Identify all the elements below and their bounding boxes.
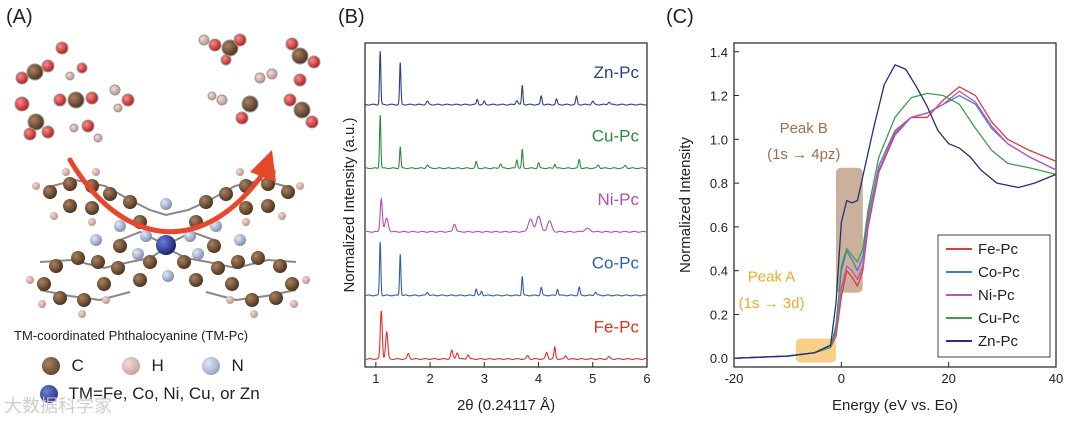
legend-label-ni-pc: Ni-Pc	[978, 287, 1015, 304]
series-line-co-pc	[364, 241, 648, 297]
nitrogen-atom-icon	[202, 357, 220, 375]
x-tick-label: -20	[725, 371, 744, 386]
series-line-zn-pc	[733, 64, 1057, 359]
tm-center-atom	[156, 235, 176, 255]
x-axis-label: 2θ (0.24117 Å)	[457, 397, 555, 414]
legend-symbol-h: H	[151, 356, 164, 375]
x-tick-label: 4	[535, 371, 542, 386]
molecule-illustration	[14, 33, 321, 318]
xanes-chart: 0.0 0.2 0.4 0.6 0.8 1.0 1.2 1.4 -20 0 20 40 Energy (…	[677, 42, 1063, 414]
y-tick-label: 0.6	[710, 220, 728, 235]
y-tick-label: 0.2	[710, 307, 728, 322]
y-axis-label: Normalized Intensity (a.u.)	[341, 117, 358, 292]
legend-item-h: H	[122, 356, 164, 376]
x-axis-label: Energy (eV vs. Eo)	[832, 397, 958, 414]
series-label-zn-pc: Zn-Pc	[594, 63, 640, 82]
legend-symbol-c: C	[71, 356, 84, 375]
tm-legend: TM=Fe, Co, Ni, Cu, or Zn	[40, 384, 260, 404]
x-tick-label: 2	[426, 371, 433, 386]
plot-frame	[364, 42, 648, 368]
molecule-caption: TM-coordinated Phthalocyanine (TM-Pc)	[14, 328, 249, 343]
y-tick-label: 1.2	[710, 89, 728, 104]
y-tick-label: 1.0	[710, 132, 728, 147]
series-label-cu-pc: Cu-Pc	[592, 126, 640, 145]
reaction-arrow-icon	[67, 150, 276, 235]
y-tick-label: 1.4	[710, 45, 728, 60]
series-line-zn-pc	[364, 51, 648, 106]
plot-frame	[733, 42, 1057, 368]
x-tick-label: 6	[643, 371, 650, 386]
panel-c: (C) 0.0 0.2 0.4 0.6 0.8 1.0 1.2 1.4 -20 0 20 40 Ener…	[660, 0, 1080, 423]
panel-a: (A)	[0, 0, 330, 423]
watermark: 大数据科学家	[4, 396, 112, 416]
series-line-ni-pc	[364, 196, 648, 233]
series-line-fe-pc	[364, 310, 648, 360]
y-axis-label: Normalized Intensity	[677, 137, 694, 273]
x-tick-label: 5	[589, 371, 596, 386]
panel-a-label: (A)	[6, 6, 33, 28]
panel-b: (B) 1 2 3 4 5 6 2θ (0.24117 Å) Normalized Inten…	[330, 0, 660, 423]
legend-symbol-n: N	[231, 356, 244, 375]
x-tick-label: 40	[1049, 371, 1063, 386]
legend-item-c: C	[42, 356, 84, 376]
y-tick-label: 0.8	[710, 176, 728, 191]
x-tick-label: 0	[838, 371, 845, 386]
x-tick-label: 1	[372, 371, 379, 386]
tm-atom-icon	[40, 385, 58, 403]
legend-label-co-pc: Co-Pc	[978, 264, 1020, 281]
panel-c-label: (C)	[666, 6, 694, 28]
annotation-title-peak-a: Peak A	[748, 269, 796, 286]
panel-b-label: (B)	[338, 6, 365, 28]
xrd-chart: 1 2 3 4 5 6 2θ (0.24117 Å) Normalized Intensity…	[341, 42, 651, 414]
legend-item-n: N	[202, 356, 244, 376]
series-label-fe-pc: Fe-Pc	[594, 317, 640, 336]
annotation-box-peak-a	[795, 338, 836, 363]
x-tick-label: 20	[941, 371, 955, 386]
gas-molecules	[14, 33, 321, 143]
phthalocyanine-structure	[26, 168, 310, 318]
legend-label-cu-pc: Cu-Pc	[978, 310, 1020, 327]
series-label-co-pc: Co-Pc	[592, 254, 640, 273]
y-tick-label: 0.0	[710, 351, 728, 366]
atom-legend: C H N	[42, 356, 262, 380]
series-line-cu-pc	[733, 92, 1057, 359]
y-tick-label: 0.4	[710, 264, 728, 279]
x-tick-label: 3	[481, 371, 488, 386]
annotation-detail-peak-b: (1s → 4pz)	[767, 146, 840, 163]
series-line-cu-pc	[364, 115, 648, 170]
legend-label-fe-pc: Fe-Pc	[978, 241, 1019, 258]
series-label-ni-pc: Ni-Pc	[597, 190, 639, 209]
carbon-atom-icon	[42, 357, 60, 375]
series-line-fe-pc	[733, 86, 1057, 359]
annotation-detail-peak-a: (1s → 3d)	[739, 295, 805, 312]
tm-legend-text: TM=Fe, Co, Ni, Cu, or Zn	[68, 384, 260, 403]
legend-label-zn-pc: Zn-Pc	[978, 333, 1019, 350]
annotation-title-peak-b: Peak B	[780, 120, 828, 137]
hydrogen-atom-icon	[122, 357, 140, 375]
